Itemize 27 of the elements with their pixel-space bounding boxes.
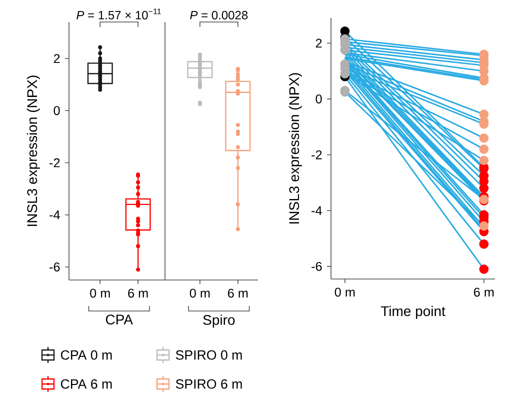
y-tick-label: -6 (50, 262, 60, 272)
x-tick-label: 6 m (228, 288, 248, 298)
legend-label: SPIRO 0 m (176, 350, 242, 360)
y-axis-title: INSL3 expression (NPX) (288, 73, 302, 224)
x-axis-title: Time point (380, 306, 446, 319)
legend-label: SPIRO 6 m (176, 379, 242, 389)
x-tick-label: 0 m (90, 288, 110, 298)
y-tick-label: 2 (316, 38, 322, 48)
x-tick-label: 0 m (334, 288, 355, 297)
x-tick-label: 6 m (128, 288, 148, 298)
x-axis-title: Spiro (203, 314, 235, 328)
y-tick-label: 0 (316, 94, 322, 104)
y-tick-label: -6 (312, 262, 322, 271)
text: P = 1.57 × 10$^{−11}$ (76, 8, 161, 20)
x-axis-title: CPA (106, 314, 133, 325)
y-tick-label: -2 (312, 150, 322, 160)
y-tick-label: 0 (54, 106, 60, 116)
y-tick-label: 2 (54, 54, 60, 63)
y-tick-label: -4 (312, 206, 322, 215)
text: P = 0.0028 (190, 10, 248, 20)
legend-label: CPA 0 m (60, 350, 112, 360)
y-axis-title: INSL3 expression (NPX) (26, 76, 40, 226)
x-tick-label: 0 m (190, 288, 210, 298)
legend-label: CPA 6 m (60, 379, 112, 389)
x-tick-label: 6 m (474, 288, 494, 297)
y-tick-label: -2 (50, 158, 60, 168)
y-tick-label: -4 (50, 210, 60, 220)
